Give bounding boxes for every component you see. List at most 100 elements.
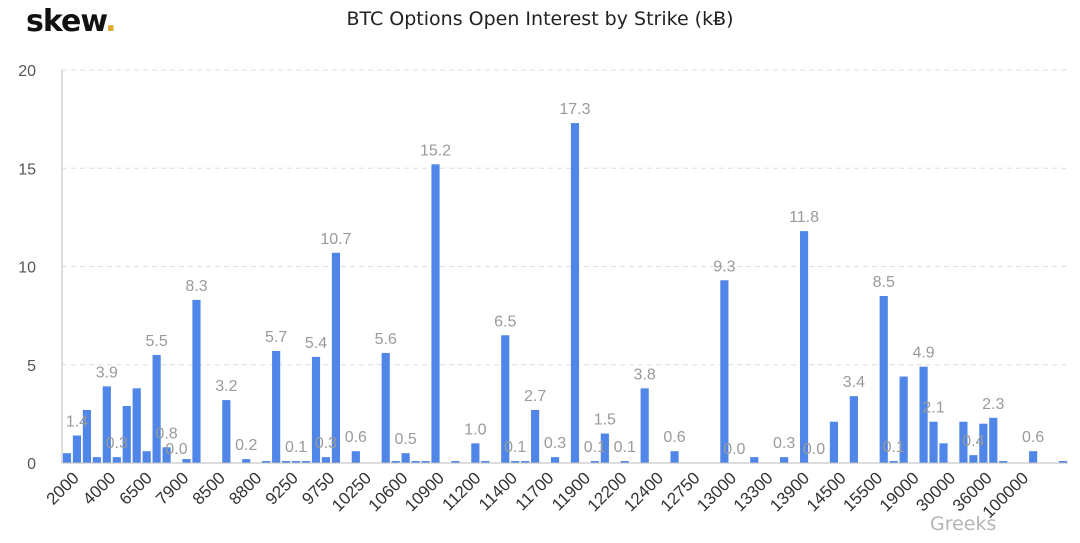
bar (889, 461, 898, 463)
bar (321, 457, 331, 463)
bar (620, 461, 629, 463)
data-label: 4.9 (912, 345, 934, 362)
x-tick-label: 12400 (620, 468, 667, 515)
x-tick-label: 2000 (43, 468, 83, 508)
bar (132, 388, 141, 463)
x-tick-label: 11200 (439, 468, 485, 514)
bar (381, 352, 390, 463)
x-tick-label: 10900 (401, 468, 448, 515)
bar (401, 453, 410, 463)
bar (531, 409, 540, 463)
data-label: 5.7 (265, 329, 287, 346)
data-label: 0.0 (723, 441, 745, 458)
data-label: 2.3 (982, 396, 1004, 413)
y-tick-label: 20 (18, 63, 36, 80)
data-label: 0.6 (345, 429, 367, 446)
bar (720, 280, 729, 463)
x-tick-label: 8800 (225, 468, 265, 508)
data-label: 5.6 (375, 331, 397, 348)
x-tick-label: 13900 (766, 468, 813, 515)
data-label: 0.2 (235, 437, 257, 454)
data-label: 0.1 (504, 439, 526, 456)
bar (391, 461, 400, 463)
data-label: 1.0 (464, 421, 486, 438)
x-tick-label: 4000 (79, 468, 119, 508)
bar (431, 164, 440, 463)
data-label: 1.5 (594, 412, 616, 429)
data-label: 0.3 (315, 435, 337, 452)
data-labels: 1.43.90.35.50.80.08.33.20.25.70.15.40.31… (66, 101, 1045, 458)
bar (640, 388, 649, 463)
y-axis-ticks: 0 5 10 15 20 (18, 63, 36, 473)
bar (92, 457, 101, 463)
data-label: 0.3 (106, 435, 128, 452)
data-label: 0.0 (165, 441, 187, 458)
bar (989, 417, 998, 463)
x-tick-label: 13000 (693, 468, 740, 515)
data-label: 0.8 (155, 425, 177, 442)
bar (291, 461, 301, 463)
x-tick-label: 11900 (548, 468, 594, 514)
x-tick-label: 14500 (803, 468, 850, 515)
bar (411, 461, 420, 463)
bar (142, 451, 151, 463)
data-label: 3.8 (634, 366, 656, 383)
bar (799, 231, 809, 463)
bar (501, 335, 510, 463)
data-label: 0.6 (663, 429, 685, 446)
y-tick-label: 15 (18, 161, 36, 178)
bar (311, 356, 321, 463)
bar (919, 366, 928, 463)
x-tick-label: 19000 (876, 468, 923, 515)
y-tick-label: 0 (27, 456, 36, 473)
x-tick-label: 12750 (657, 468, 704, 515)
data-label: 6.5 (494, 313, 516, 330)
data-label: 17.3 (559, 101, 590, 118)
bar (550, 457, 560, 463)
bar (82, 409, 91, 463)
y-tick-label: 10 (18, 260, 36, 277)
bar (1058, 461, 1068, 463)
bar (879, 295, 888, 463)
watermark: Greeks (930, 513, 997, 535)
bar (939, 443, 948, 463)
bars (62, 123, 1068, 463)
data-label: 0.1 (614, 439, 636, 456)
bar (152, 354, 161, 463)
logo-text: skew (26, 4, 106, 39)
x-axis-ticks: 2000400065007900850088009250975010250106… (43, 468, 1033, 522)
bar (590, 461, 599, 463)
data-label: 3.2 (215, 378, 237, 395)
x-tick-label: 7900 (152, 468, 192, 508)
x-tick-label: 8500 (189, 468, 229, 508)
bar (301, 461, 311, 463)
bar (262, 461, 271, 463)
data-label: 5.4 (305, 335, 327, 352)
bar (162, 447, 171, 463)
skew-logo: skew. (26, 4, 117, 39)
data-label: 15.2 (420, 142, 451, 159)
bar (750, 457, 759, 463)
data-label: 2.7 (524, 388, 546, 405)
bar (62, 453, 72, 463)
bar (282, 461, 291, 463)
data-label: 0.5 (395, 431, 417, 448)
data-label: 0.1 (584, 439, 606, 456)
data-label: 1.4 (66, 413, 88, 430)
bar (570, 123, 580, 463)
x-tick-label: 10600 (365, 468, 412, 515)
bar (72, 435, 82, 463)
x-tick-label: 30000 (912, 468, 959, 515)
bar (222, 400, 231, 463)
data-label: 3.4 (843, 374, 865, 391)
y-tick-label: 5 (27, 358, 36, 375)
bar (481, 461, 490, 463)
data-label: 11.8 (789, 209, 819, 226)
bar (1029, 451, 1038, 463)
data-label: 9.3 (713, 258, 735, 275)
bar (849, 396, 858, 463)
data-label: 5.5 (145, 333, 167, 350)
bar (780, 457, 789, 463)
bar (272, 351, 281, 463)
bar (511, 461, 520, 463)
